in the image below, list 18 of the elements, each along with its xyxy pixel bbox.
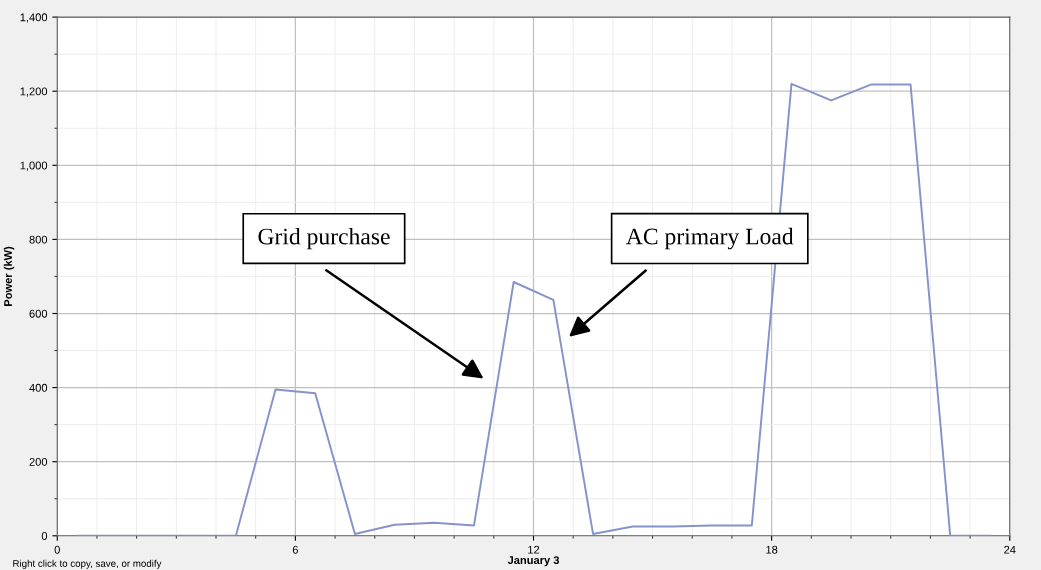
y-tick-label: 600 (29, 309, 48, 318)
annotation: AC primary Load (626, 227, 794, 250)
annotation: Grid purchase (258, 227, 390, 250)
x-tick-label: 6 (292, 545, 298, 554)
text: Right click to copy, save, or modify (13, 559, 162, 569)
y-tick-label: 1,200 (20, 87, 48, 97)
y-tick-label: 1,400 (20, 13, 48, 23)
x-axis-title: January 3 (507, 556, 560, 567)
y-tick-label: 400 (29, 383, 48, 392)
y-tick-label: 800 (29, 235, 48, 244)
y-tick-label: 0 (41, 532, 48, 540)
x-tick-label: 12 (528, 545, 540, 554)
x-tick-label: 0 (54, 545, 60, 554)
x-tick-label: 24 (1004, 545, 1016, 554)
x-tick-label: 18 (766, 545, 778, 554)
y-tick-label: 1,000 (20, 161, 48, 171)
y-tick-label: 200 (29, 457, 48, 466)
y-axis-title: Power (kW) (3, 246, 15, 306)
